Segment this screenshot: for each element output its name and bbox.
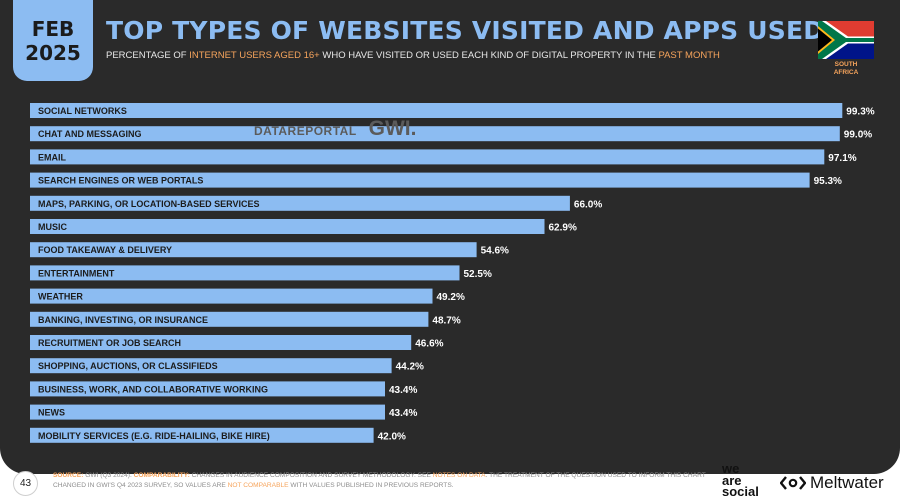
bar <box>30 219 545 234</box>
value-label: 42.0% <box>378 431 406 442</box>
south-africa-flag-icon <box>818 21 874 59</box>
value-label: 54.6% <box>481 246 509 257</box>
value-label: 66.0% <box>574 199 602 210</box>
subtitle-highlight1: INTERNET USERS AGED 16+ <box>189 50 320 61</box>
source-text: GWI (Q3 2024). <box>83 472 134 479</box>
meltwater-logo: Meltwater <box>780 473 884 493</box>
bar-chart: SOCIAL NETWORKS 99.3% CHAT AND MESSAGING 99… <box>30 103 875 443</box>
category-label: MUSIC <box>38 222 68 232</box>
bar <box>30 288 433 304</box>
source-note: SOURCE: GWI (Q3 2024). COMPARABILITY: CH… <box>53 471 713 491</box>
not-comparable-text: NOT COMPARABLE <box>227 482 289 489</box>
value-label: 95.3% <box>814 176 842 187</box>
we-are-social-logo: we are social <box>722 461 759 499</box>
category-label: SEARCH ENGINES OR WEB PORTALS <box>38 176 203 186</box>
source-label: SOURCE: <box>53 472 84 479</box>
category-label: MAPS, PARKING, OR LOCATION-BASED SERVICE… <box>38 199 260 209</box>
page-title: TOP TYPES OF WEBSITES VISITED AND APPS U… <box>106 16 825 45</box>
category-label: FOOD TAKEAWAY & DELIVERY <box>38 245 172 255</box>
subtitle-highlight2: PAST MONTH <box>658 50 720 61</box>
page-subtitle: PERCENTAGE OF INTERNET USERS AGED 16+ WH… <box>106 50 720 61</box>
bar <box>30 427 374 443</box>
comparability-label: COMPARABILITY: <box>133 472 190 479</box>
category-label: RECRUITMENT OR JOB SEARCH <box>38 338 181 348</box>
bar <box>30 404 385 420</box>
bar <box>30 335 412 350</box>
value-label: 62.9% <box>549 223 577 234</box>
date-month: FEB <box>31 16 75 41</box>
country-line1: SOUTH <box>834 61 858 68</box>
watermark: DATAREPORTAL GWI. <box>254 117 416 141</box>
category-label: MOBILITY SERVICES (E.G. RIDE-HAILING, BI… <box>38 431 270 441</box>
bar <box>30 172 810 188</box>
bar <box>30 358 392 374</box>
date-year: 2025 <box>25 40 81 65</box>
value-label: 99.3% <box>846 107 874 118</box>
category-label: ENTERTAINMENT <box>38 268 115 278</box>
bar <box>30 195 570 211</box>
watermark-gwi: GWI. <box>368 117 417 140</box>
category-label: BUSINESS, WORK, AND COLLABORATIVE WORKIN… <box>38 384 268 394</box>
value-label: 43.4% <box>389 408 417 419</box>
meltwater-mark-icon <box>780 476 806 490</box>
subtitle-part2: WHO HAVE VISITED OR USED EACH KIND OF DI… <box>319 50 659 61</box>
bar <box>30 381 385 397</box>
value-label: 52.5% <box>464 269 492 280</box>
comparability-text2: . THE TREATMENT OF THE QUESTION USED TO … <box>53 472 706 489</box>
country-line2: AFRICA <box>833 69 859 76</box>
bar <box>30 149 825 165</box>
comparability-text1: CHANGES IN AUDIENCE COMPOSITION AND SURV… <box>189 472 433 479</box>
subtitle-part1: PERCENTAGE OF <box>106 50 190 61</box>
value-label: 49.2% <box>437 292 465 303</box>
date-badge: FEB 2025 <box>13 0 93 81</box>
value-label: 43.4% <box>389 385 417 396</box>
brand1-line3: social <box>722 484 759 499</box>
comparability-text3: WITH VALUES PUBLISHED IN PREVIOUS REPORT… <box>288 482 454 489</box>
category-label: NEWS <box>38 408 65 418</box>
bar <box>30 126 840 142</box>
value-label: 48.7% <box>432 315 460 326</box>
category-label: WEATHER <box>38 292 83 302</box>
notes-on-data-link[interactable]: NOTES ON DATA <box>432 472 486 479</box>
category-label: SOCIAL NETWORKS <box>38 106 127 116</box>
page-number: 43 <box>13 471 38 496</box>
value-label: 46.6% <box>415 339 443 350</box>
value-label: 44.2% <box>396 362 424 373</box>
brand1-line1: we <box>722 461 740 476</box>
category-label: CHAT AND MESSAGING <box>38 129 142 139</box>
bar <box>30 242 477 258</box>
bar <box>30 311 429 327</box>
category-label: BANKING, INVESTING, OR INSURANCE <box>38 315 208 325</box>
brand1-line2: are <box>722 472 742 488</box>
country-label: SOUTH AFRICA <box>818 61 874 77</box>
category-label: EMAIL <box>38 152 67 162</box>
meltwater-wordmark: Meltwater <box>810 473 884 492</box>
bar <box>30 103 843 118</box>
watermark-datareportal: DATAREPORTAL <box>254 124 357 138</box>
value-label: 99.0% <box>844 130 872 141</box>
category-label: SHOPPING, AUCTIONS, OR CLASSIFIEDS <box>38 361 218 371</box>
value-label: 97.1% <box>828 153 856 164</box>
bar <box>30 265 460 281</box>
